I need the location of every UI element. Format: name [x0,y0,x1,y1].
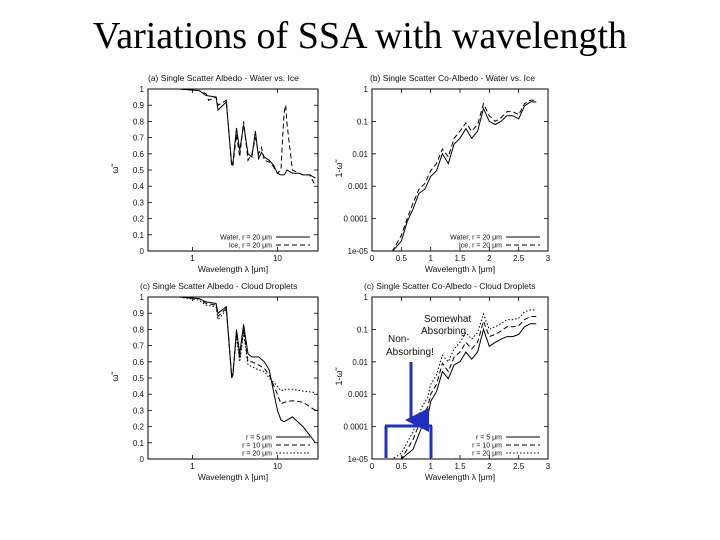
x-tick-label: 2 [487,462,492,471]
legend-label: Water, r = 20 μm [450,235,502,242]
y-tick-label: 0.8 [133,117,145,126]
x-tick-label: 3 [546,254,551,263]
x-tick-label: 0.5 [396,254,408,263]
y-tick-label: 0.2 [133,423,145,432]
y-tick-label: 0.1 [357,325,369,334]
x-tick-label: 0 [370,462,375,471]
chart-title: (b) Single Scatter Co-Albedo - Water vs.… [370,73,535,83]
x-axis-label: Wavelength λ [μm] [425,264,495,274]
y-tick-label: 1e-05 [348,455,369,464]
y-tick-label: 0.6 [133,358,145,367]
y-tick-label: 0.01 [352,358,368,367]
y-tick-label: 0.5 [133,374,145,383]
series-line-2 [148,297,316,411]
y-tick-label: 0.3 [133,198,145,207]
series-line-1 [383,101,537,251]
x-tick-label: 1 [190,462,195,471]
x-axis-label: Wavelength λ [μm] [425,472,495,482]
plot-frame [147,296,319,460]
x-axis-label: Wavelength λ [μm] [198,264,268,274]
y-tick-label: 0.001 [348,390,369,399]
slide-title: Variations of SSA with wavelength [92,15,628,57]
y-tick-label: 0.5 [133,166,145,175]
y-tick-label: 0.0001 [344,215,369,224]
series-line-1 [148,297,316,444]
y-tick-label: 0.4 [133,390,145,399]
y-tick-label: 0.01 [352,150,368,159]
legend-label: r = 5 μm [476,435,502,442]
series-line-1 [148,89,316,179]
x-tick-label: 1.5 [454,462,466,471]
annotation-non-line2: Absorbing! [386,347,434,358]
annotation-layer: Somewhat Absorbing Non- Absorbing! [384,314,471,458]
y-tick-label: 0 [140,247,145,256]
y-tick-label: 1 [364,293,369,302]
x-tick-label: 1.5 [454,254,466,263]
annotation-somewhat-line2: Absorbing [421,326,466,337]
y-tick-label: 0.3 [133,406,145,415]
chart-panel-3: (c) Single Scatter Albedo - Cloud Drople… [110,281,319,482]
x-tick-label: 1 [428,462,433,471]
x-tick-label: 1 [190,254,195,263]
x-tick-label: 0.5 [396,462,408,471]
legend-label: r = 20 μm [472,451,502,458]
legend-label: r = 5 μm [246,435,272,442]
x-tick-label: 0 [370,254,375,263]
y-tick-label: 0.0001 [344,423,369,432]
chart-panel-4: (c) Single Scatter Co-Albedo - Cloud Dro… [334,281,551,482]
legend-label: Ice, r = 20 μm [459,243,502,250]
y-tick-label: 0.6 [133,150,145,159]
y-tick-label: 0.4 [133,182,145,191]
x-tick-label: 3 [546,462,551,471]
y-axis-label: ω̃ [110,162,120,173]
y-tick-label: 0.9 [133,101,145,110]
annotation-non-line1: Non- [388,334,410,345]
legend-label: r = 10 μm [242,443,272,450]
legend-label: r = 10 μm [472,443,502,450]
y-tick-label: 0.2 [133,215,145,224]
y-tick-label: 1e-05 [348,247,369,256]
legend-label: Ice, r = 20 μm [229,243,272,250]
legend-label: Water, r = 20 μm [220,235,272,242]
x-tick-label: 2.5 [513,462,525,471]
y-tick-label: 0 [140,455,145,464]
x-axis-label: Wavelength λ [μm] [198,472,268,482]
x-tick-label: 10 [273,254,282,263]
y-tick-label: 0.1 [357,117,369,126]
chart-panel-1: (a) Single Scatter Albedo - Water vs. Ic… [110,73,319,274]
annotation-somewhat-line1: Somewhat [424,314,471,325]
series-line-2 [148,89,316,187]
series-line-2 [383,99,537,251]
series-line-3 [148,297,316,394]
x-tick-label: 10 [273,462,282,471]
y-axis-label: ω̃ [110,370,120,381]
y-tick-label: 0.7 [133,134,145,143]
series-line-3 [383,309,537,459]
y-tick-label: 0.8 [133,325,145,334]
legend-label: r = 20 μm [242,451,272,458]
y-tick-label: 0.7 [133,342,145,351]
x-tick-label: 2 [487,254,492,263]
y-tick-label: 1 [364,85,369,94]
y-tick-label: 0.9 [133,309,145,318]
y-tick-label: 0.1 [133,231,145,240]
x-tick-label: 2.5 [513,254,525,263]
chart-title: (c) Single Scatter Co-Albedo - Cloud Dro… [364,281,536,291]
chart-title: (c) Single Scatter Albedo - Cloud Drople… [140,281,297,291]
y-axis-label: 1-ω̃ [334,366,344,385]
y-axis-label: 1-ω̃ [334,158,344,177]
y-tick-label: 0.1 [133,439,145,448]
y-tick-label: 1 [140,293,145,302]
y-tick-label: 0.001 [348,182,369,191]
chart-panel-2: (b) Single Scatter Co-Albedo - Water vs.… [334,73,551,274]
x-tick-label: 1 [428,254,433,263]
chart-title: (a) Single Scatter Albedo - Water vs. Ic… [148,73,299,83]
y-tick-label: 1 [140,85,145,94]
